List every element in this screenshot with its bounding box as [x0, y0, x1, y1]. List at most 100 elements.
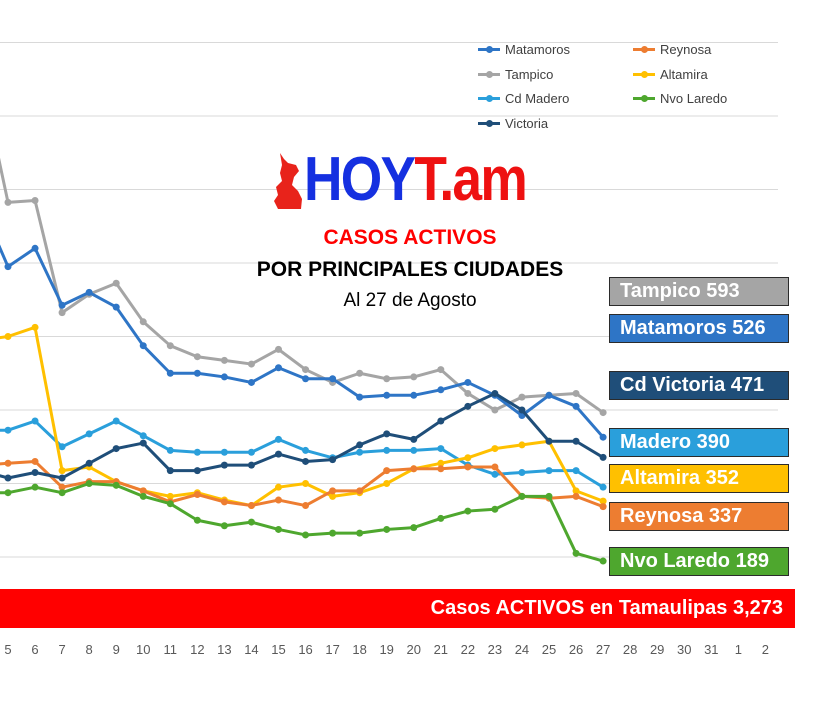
- data-point: [247, 360, 255, 368]
- data-point: [247, 502, 255, 510]
- data-point: [193, 516, 201, 524]
- data-point: [275, 364, 282, 372]
- data-point: [356, 393, 364, 401]
- legend-item: Reynosa: [633, 42, 711, 57]
- x-tick-label: 2: [762, 642, 769, 657]
- data-point: [356, 487, 364, 495]
- data-point: [4, 459, 12, 467]
- city-label-reynosa: Reynosa 337: [609, 502, 789, 531]
- data-point: [545, 492, 553, 500]
- data-point: [410, 391, 418, 399]
- series-nvo-laredo: [0, 480, 607, 565]
- data-point: [491, 406, 499, 414]
- data-point: [329, 487, 337, 495]
- x-tick-label: 15: [271, 642, 285, 657]
- data-point: [572, 437, 580, 445]
- x-tick-label: 29: [650, 642, 664, 657]
- data-point: [545, 437, 553, 445]
- data-point: [302, 375, 310, 383]
- legend-line-icon: [633, 46, 655, 53]
- data-point: [383, 375, 391, 383]
- data-point: [139, 487, 147, 495]
- data-point: [31, 197, 39, 205]
- data-point: [112, 445, 120, 453]
- data-point: [329, 492, 337, 500]
- data-point: [247, 461, 255, 469]
- data-point: [437, 465, 445, 473]
- x-tick-label: 6: [31, 642, 38, 657]
- data-point: [193, 369, 201, 377]
- data-point: [112, 417, 120, 425]
- data-point: [275, 483, 282, 491]
- data-point: [4, 263, 12, 271]
- data-point: [31, 244, 39, 252]
- x-tick-label: 13: [217, 642, 231, 657]
- data-point: [220, 373, 228, 381]
- data-point: [383, 391, 391, 399]
- data-point: [572, 487, 580, 495]
- data-point: [247, 448, 255, 456]
- data-point: [302, 457, 310, 465]
- x-tick-label: 7: [58, 642, 65, 657]
- city-label-matamoros: Matamoros 526: [609, 314, 789, 343]
- legend-label: Cd Madero: [505, 91, 570, 106]
- data-point: [545, 467, 553, 475]
- data-point: [139, 318, 147, 326]
- logo-text-hoy: HOY: [304, 145, 416, 214]
- legend-item: Matamoros: [478, 42, 570, 57]
- data-point: [545, 391, 553, 399]
- data-point: [329, 529, 337, 537]
- data-point: [166, 500, 174, 508]
- data-point: [166, 492, 174, 500]
- data-point: [437, 366, 445, 374]
- data-point: [464, 507, 472, 515]
- total-banner: Casos ACTIVOS en Tamaulipas 3,273: [0, 589, 795, 628]
- data-point: [356, 448, 364, 456]
- series-line: [0, 459, 604, 509]
- series-line: [0, 157, 604, 414]
- x-tick-label: 11: [164, 642, 178, 657]
- data-point: [437, 459, 445, 467]
- logo-text-tam: T.am: [414, 145, 527, 214]
- data-point: [193, 448, 201, 456]
- data-point: [302, 531, 310, 539]
- data-point: [437, 514, 445, 522]
- data-point: [464, 389, 472, 397]
- hoyt-logo: HOYT.am: [272, 145, 562, 211]
- data-point: [193, 467, 201, 475]
- city-label-tampico: Tampico 593: [609, 277, 789, 306]
- data-point: [383, 480, 391, 487]
- data-point: [85, 459, 93, 467]
- data-point: [410, 524, 418, 532]
- x-tick-label: 17: [325, 642, 339, 657]
- data-point: [491, 505, 499, 513]
- x-tick-label: 26: [569, 642, 583, 657]
- data-point: [247, 518, 255, 526]
- x-tick-label: 9: [113, 642, 120, 657]
- data-point: [518, 441, 526, 449]
- data-point: [112, 481, 120, 489]
- x-tick-label: 30: [677, 642, 691, 657]
- data-point: [410, 373, 418, 381]
- data-point: [572, 402, 580, 410]
- chart-subtitle: POR PRINCIPALES CIUDADES: [256, 258, 564, 281]
- x-tick-label: 12: [190, 642, 204, 657]
- legend-label: Altamira: [660, 67, 708, 82]
- data-point: [599, 483, 607, 491]
- data-point: [112, 303, 120, 311]
- x-tick-label: 28: [623, 642, 637, 657]
- legend-label: Victoria: [505, 116, 549, 131]
- data-point: [599, 557, 607, 565]
- series-line: [0, 482, 604, 563]
- data-point: [356, 529, 364, 537]
- data-point: [4, 426, 12, 434]
- series-victoria: [0, 389, 607, 482]
- data-point: [437, 386, 445, 394]
- data-point: [599, 409, 607, 417]
- data-point: [329, 375, 337, 383]
- legend-line-icon: [478, 95, 500, 102]
- data-point: [599, 453, 607, 461]
- data-point: [572, 492, 580, 500]
- data-point: [572, 389, 580, 397]
